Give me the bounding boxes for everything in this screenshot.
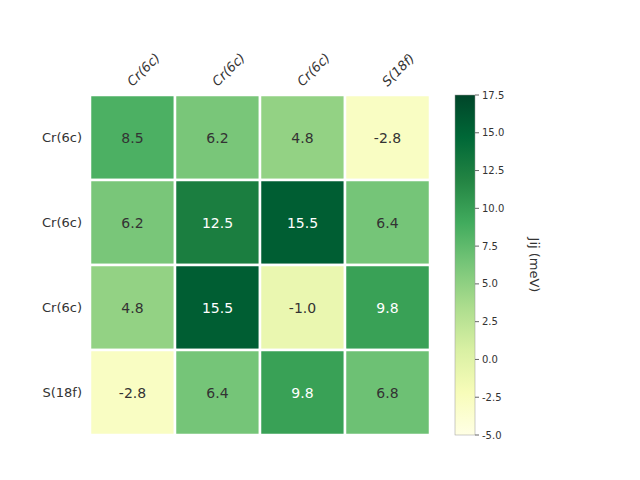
colorbar-tick [475, 208, 479, 209]
cell [90, 95, 175, 180]
colorbar-tick-label: -2.5 [482, 392, 502, 403]
colorbar-gradient [455, 95, 475, 435]
colorbar-tick-label: 2.5 [482, 316, 498, 327]
col-labels: Cr(6c) Cr(6c) Cr(6c) S(18f) [124, 50, 418, 89]
cell [175, 350, 260, 435]
col-label: Cr(6c) [209, 50, 248, 89]
colorbar-tick [475, 359, 479, 360]
colorbar-tick [475, 170, 479, 171]
cell-label: 8.5 [121, 130, 143, 146]
cell-labels: 8.5 6.2 4.8 -2.8 6.2 12.5 15.5 6.4 4.8 15.5 -1.0 9.… [119, 130, 401, 401]
colorbar-tick-label: -5.0 [482, 430, 502, 441]
col-label: Cr(6c) [124, 50, 163, 89]
row-labels: Cr(6c) Cr(6c) Cr(6c) S(18f) [42, 130, 82, 400]
cell-label: 9.8 [291, 385, 313, 401]
cells [90, 95, 430, 435]
col-label: S(18f) [379, 51, 418, 90]
cell-label: 9.8 [376, 300, 398, 316]
col-label: Cr(6c) [294, 50, 333, 89]
cell [345, 95, 430, 180]
colorbar-tick-label: 10.0 [482, 203, 504, 214]
row-label: Cr(6c) [42, 215, 82, 230]
cell [175, 180, 260, 265]
colorbar-tick-label: 0.0 [482, 354, 498, 365]
colorbar-tick-label: 17.5 [482, 90, 504, 101]
cell-label: 15.5 [202, 300, 233, 316]
chart: 8.5 6.2 4.8 -2.8 6.2 12.5 15.5 6.4 4.8 15.5 -1.0 9.… [0, 0, 640, 480]
cell [260, 180, 345, 265]
cell [345, 350, 430, 435]
colorbar-tick-label: 15.0 [482, 127, 504, 138]
cell [90, 180, 175, 265]
cell-label: 6.2 [121, 215, 143, 231]
cell-label: 4.8 [121, 300, 143, 316]
row-label: S(18f) [42, 385, 82, 400]
cell-label: 15.5 [287, 215, 318, 231]
cell-label: 6.8 [376, 385, 398, 401]
colorbar: -5.0 -2.5 0.0 2.5 5.0 7.5 10.0 12.5 15.0 17.5 Jij … [455, 90, 542, 441]
colorbar-tick-label: 12.5 [482, 165, 504, 176]
cell [345, 180, 430, 265]
colorbar-tick [475, 246, 479, 247]
colorbar-tick [475, 435, 479, 436]
colorbar-tick [475, 95, 479, 96]
cell [260, 265, 345, 350]
cell [175, 265, 260, 350]
cell [90, 350, 175, 435]
cell-label: -2.8 [374, 130, 401, 146]
colorbar-tick [475, 132, 479, 133]
colorbar-label: Jij (meV) [527, 237, 542, 293]
cell-label: 4.8 [291, 130, 313, 146]
colorbar-tick [475, 397, 479, 398]
cell-label: -2.8 [119, 385, 146, 401]
cell [345, 265, 430, 350]
colorbar-tick [475, 283, 479, 284]
cell [175, 95, 260, 180]
row-label: Cr(6c) [42, 130, 82, 145]
colorbar-tick [475, 321, 479, 322]
cell-label: -1.0 [289, 300, 316, 316]
cell [260, 350, 345, 435]
colorbar-tick-label: 5.0 [482, 278, 498, 289]
cell-label: 6.4 [206, 385, 228, 401]
colorbar-tick-label: 7.5 [482, 241, 498, 252]
row-label: Cr(6c) [42, 300, 82, 315]
cell-label: 12.5 [202, 215, 233, 231]
cell-label: 6.4 [376, 215, 398, 231]
cell [260, 95, 345, 180]
cell [90, 265, 175, 350]
cell-label: 6.2 [206, 130, 228, 146]
